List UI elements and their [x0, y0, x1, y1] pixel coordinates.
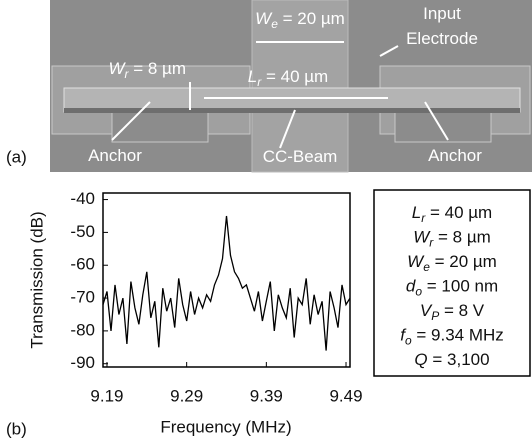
x-axis-label: Frequency (MHz): [160, 417, 291, 436]
label: We = 20 µm: [407, 252, 497, 274]
label: Anchor: [428, 146, 482, 165]
label: Wr = 8 µm: [108, 59, 186, 81]
text: Electrode: [406, 29, 478, 48]
text: = 20 µm: [278, 9, 345, 28]
y-tick-label: -50: [70, 222, 95, 241]
symbol: L: [412, 203, 421, 222]
text: = 40 µm: [425, 203, 492, 222]
text: Anchor: [88, 146, 142, 165]
y-tick-label: -70: [70, 288, 95, 307]
y-tick-label: -80: [70, 320, 95, 339]
symbol: Q: [414, 350, 427, 369]
label: We = 20 µm: [255, 9, 345, 31]
panel-label: (a): [6, 147, 27, 166]
x-tick-label: 9.49: [329, 386, 362, 405]
x-tick-label: 9.19: [90, 386, 123, 405]
label: VP = 8 V: [420, 301, 485, 323]
x-tick-label: 9.29: [170, 386, 203, 405]
label: do = 100 nm: [406, 277, 498, 299]
text: = 3,100: [428, 350, 490, 369]
text: Anchor: [428, 146, 482, 165]
panel-label: (b): [6, 419, 27, 438]
label: Input: [423, 4, 461, 23]
text: = 9.34 MHz: [412, 326, 504, 345]
symbol: L: [248, 67, 257, 86]
label: Q = 3,100: [414, 350, 489, 369]
text: = 40 µm: [261, 67, 328, 86]
label: Anchor: [88, 146, 142, 165]
figure: (a) We = 20 µm Input Electrode Wr = 8 µm Lr =…: [0, 0, 532, 445]
label: Lr = 40 µm: [412, 203, 492, 225]
text: = 8 µm: [128, 59, 186, 78]
x-tick-label: 9.39: [250, 386, 283, 405]
label: CC-Beam: [263, 147, 338, 166]
y-axis-label: Transmission (dB): [27, 211, 46, 348]
y-tick-label: -60: [70, 255, 95, 274]
text: Input: [423, 4, 461, 23]
label: fo = 9.34 MHz: [400, 326, 504, 348]
text: CC-Beam: [263, 147, 338, 166]
label: Electrode: [406, 29, 478, 48]
y-tick-label: -90: [70, 353, 95, 372]
text: = 100 nm: [422, 277, 498, 296]
text: = 8 V: [439, 301, 485, 320]
text: = 8 µm: [433, 228, 491, 247]
series-line: [103, 216, 350, 351]
y-tick-label: -40: [70, 189, 95, 208]
text: = 20 µm: [430, 252, 497, 271]
label: Wr = 8 µm: [413, 228, 491, 250]
subscript: P: [431, 309, 439, 323]
